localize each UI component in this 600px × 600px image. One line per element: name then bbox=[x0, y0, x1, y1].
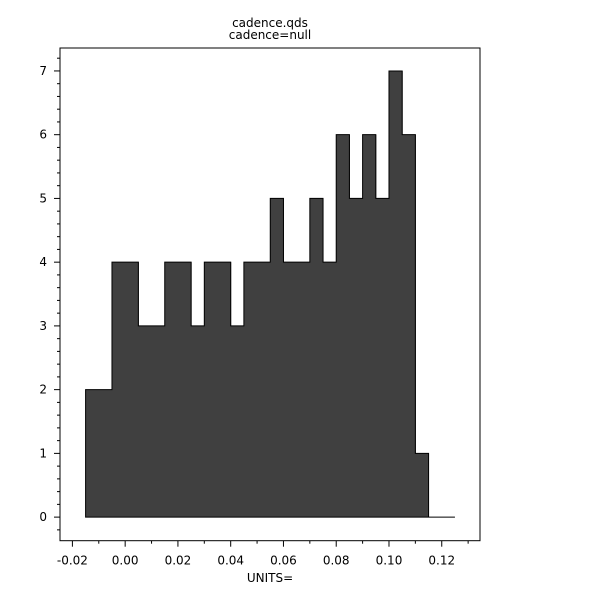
chart-title: cadence.qds bbox=[232, 16, 308, 30]
histogram-bar bbox=[296, 262, 311, 518]
x-tick-label: 0.10 bbox=[376, 554, 403, 568]
histogram-bar bbox=[98, 389, 113, 518]
chart-subtitle: cadence=null bbox=[229, 28, 311, 42]
histogram-outline bbox=[85, 70, 455, 518]
histogram-bar bbox=[243, 262, 258, 518]
y-tick-label: 3 bbox=[39, 319, 47, 333]
x-tick-label: 0.02 bbox=[165, 554, 192, 568]
histogram-bar bbox=[402, 134, 416, 518]
x-tick-label: 0.00 bbox=[112, 554, 139, 568]
histogram-bar bbox=[309, 198, 324, 518]
histogram-bar bbox=[283, 262, 298, 518]
histogram-bar bbox=[164, 262, 179, 518]
histogram-bar bbox=[415, 453, 430, 518]
histogram-bar bbox=[177, 262, 192, 518]
histogram-bar bbox=[138, 325, 153, 518]
y-tick-label: 5 bbox=[39, 191, 47, 205]
histogram-bar bbox=[362, 134, 377, 518]
x-tick-label: 0.06 bbox=[270, 554, 297, 568]
histogram-bar bbox=[336, 134, 350, 518]
x-tick-label: 0.08 bbox=[323, 554, 350, 568]
plot-frame bbox=[59, 47, 481, 542]
histogram-bar bbox=[151, 325, 166, 518]
x-axis: -0.02 0.00 0.02 0.04 0.06 0.08 0.10 0.12 bbox=[57, 540, 469, 568]
histogram-bar bbox=[125, 262, 139, 518]
histogram-bar bbox=[111, 262, 126, 518]
y-tick-label: 6 bbox=[39, 128, 47, 142]
y-axis: 0 1 2 3 4 5 6 7 bbox=[39, 57, 60, 531]
y-tick-label: 7 bbox=[39, 64, 47, 78]
histogram-bar bbox=[85, 389, 100, 518]
x-axis-label: UNITS= bbox=[247, 571, 293, 585]
histogram-bar bbox=[388, 70, 403, 518]
y-tick-label: 2 bbox=[39, 383, 47, 397]
histogram-bar bbox=[257, 262, 271, 518]
x-tick-label: -0.02 bbox=[57, 554, 88, 568]
histogram-bar bbox=[270, 198, 284, 518]
histogram-bar bbox=[349, 198, 364, 518]
histogram-bar bbox=[204, 262, 218, 518]
y-tick-label: 1 bbox=[39, 446, 47, 460]
histogram-bar bbox=[230, 325, 245, 518]
x-tick-label: 0.12 bbox=[428, 554, 455, 568]
histogram-bars bbox=[85, 70, 455, 518]
y-tick-label: 4 bbox=[39, 255, 47, 269]
y-tick-label: 0 bbox=[39, 510, 47, 524]
histogram-bar bbox=[375, 198, 390, 518]
histogram-bar bbox=[323, 262, 337, 518]
x-tick-label: 0.04 bbox=[217, 554, 244, 568]
histogram-bar bbox=[191, 325, 205, 518]
histogram-bar bbox=[217, 262, 232, 518]
